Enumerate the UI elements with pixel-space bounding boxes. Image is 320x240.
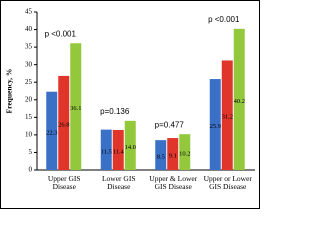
bar <box>167 138 179 170</box>
x-tick-label: Upper or Lower GIS Disease <box>203 174 252 191</box>
bar <box>58 75 70 170</box>
value-label: 26.8 <box>58 121 69 128</box>
bar <box>46 91 58 170</box>
y-tick-label: 10 <box>25 130 33 138</box>
bar <box>179 134 191 170</box>
y-tick-label: 45 <box>25 8 33 16</box>
bar <box>112 129 124 170</box>
value-label: 8.5 <box>157 154 165 161</box>
value-label: 36.1 <box>70 105 81 112</box>
y-tick-label: 5 <box>29 148 33 156</box>
y-tick-label: 35 <box>25 43 33 51</box>
value-label: 40.2 <box>234 98 245 105</box>
bar <box>124 120 136 170</box>
bar <box>70 43 82 171</box>
annotation: p=0.136 <box>100 107 130 116</box>
y-tick-label: 40 <box>25 25 33 33</box>
value-label: 11.5 <box>101 148 112 155</box>
annotation: p <0.001 <box>208 15 240 24</box>
annotation: p=0.477 <box>155 120 185 129</box>
chart-border <box>0 0 260 209</box>
bar <box>100 129 112 170</box>
chart: Frequency, % 0 5 10 15 20 25 30 35 40 45 22.326.8 3… <box>0 0 260 209</box>
value-label: 14.0 <box>125 144 136 151</box>
bar <box>155 140 167 170</box>
y-tick-label: 25 <box>25 78 33 86</box>
value-label: 25.9 <box>210 123 221 130</box>
value-label: 22.3 <box>46 129 57 136</box>
bar <box>209 79 221 170</box>
bar <box>221 60 233 170</box>
x-tick-label: Upper & Lower GIS Disease <box>149 174 198 191</box>
value-label: 31.2 <box>222 114 233 121</box>
value-label: 10.2 <box>179 151 190 158</box>
y-tick-label: 30 <box>25 60 33 68</box>
y-tick-label: 15 <box>25 113 33 121</box>
y-tick-label: 0 <box>29 166 33 174</box>
bar <box>233 28 245 170</box>
x-tick-label: Upper GIS Disease <box>47 174 81 191</box>
page: {"chart_data":{"type":"bar","y_label":"F… <box>0 0 260 209</box>
y-tick-label: 20 <box>25 95 33 103</box>
value-label: 9.1 <box>169 153 177 160</box>
annotation: p <0.001 <box>45 29 77 38</box>
x-tick-label: Lower GIS Disease <box>101 174 136 191</box>
value-label: 11.4 <box>113 148 125 155</box>
y-axis-label: Frequency, % <box>5 69 14 114</box>
